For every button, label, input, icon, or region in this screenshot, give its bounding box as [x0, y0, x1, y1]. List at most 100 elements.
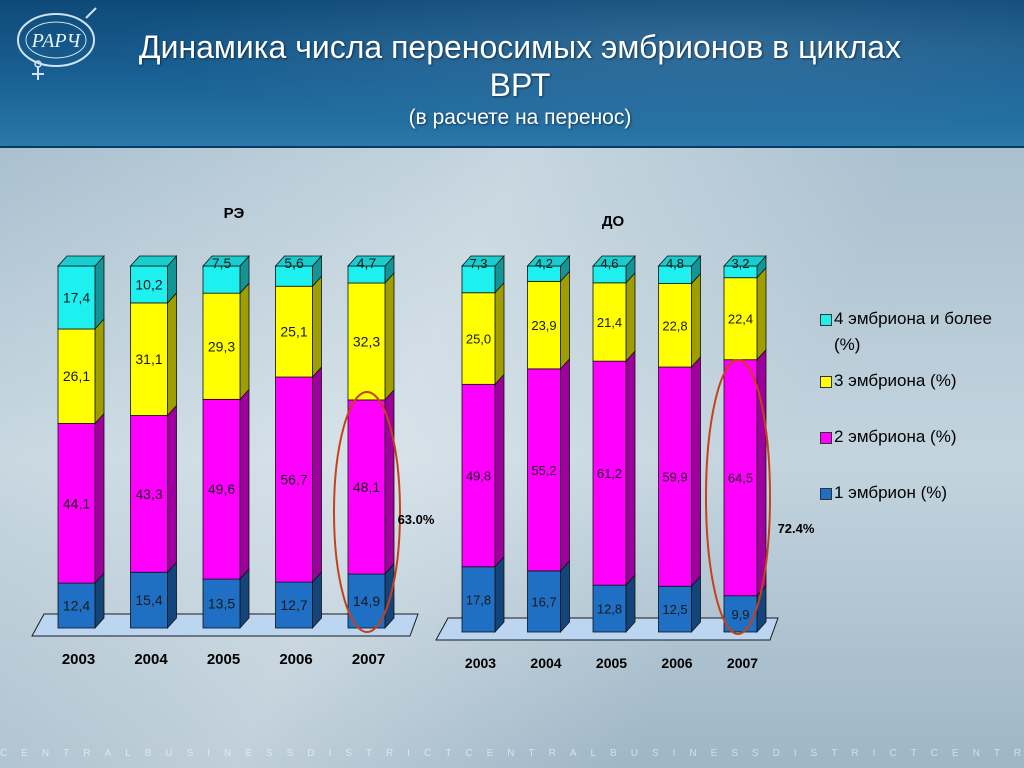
bar-label-re-2003-1: 44,1 — [63, 495, 90, 511]
bar-segment-re-2006-1 — [275, 376, 313, 583]
chart-title-do: ДО — [602, 213, 625, 230]
legend-item-2: 2 эмбриона (%) — [818, 424, 1018, 450]
legend-swatch-1 — [820, 488, 832, 500]
bar-label-do-2004-0: 16,7 — [531, 594, 556, 609]
legend-item-3: 3 эмбриона (%) — [818, 368, 1018, 394]
bar-label-do-2005-1: 61,2 — [597, 466, 622, 481]
bar-segment-re-2004-2 — [130, 302, 168, 416]
bar-segment-re-2006-0 — [275, 581, 313, 629]
bar-side-re-2003-2 — [94, 317, 105, 425]
bar-segment-re-2005-2 — [202, 292, 241, 400]
bar-label-do-2004-1: 55,2 — [531, 463, 556, 478]
rarch-logo: РАРЧ — [17, 7, 97, 80]
year-label-do-2004: 2004 — [530, 655, 561, 671]
bar-segment-do-2007-0 — [723, 595, 758, 633]
bar-label-re-2003-0: 12,4 — [63, 598, 90, 614]
bar-side-re-2006-1 — [312, 365, 322, 584]
bar-label-do-2005-2: 21,4 — [597, 315, 622, 330]
bar-segment-re-2007-1 — [347, 399, 386, 575]
year-label-do-2005: 2005 — [596, 655, 627, 671]
logo-text: РАРЧ — [31, 30, 82, 52]
bar-label-do-2005-3: 4,6 — [600, 256, 618, 271]
bar-label-do-2005-0: 12,8 — [597, 602, 622, 617]
year-label-re-2004: 2004 — [134, 651, 168, 668]
bar-label-re-2004-0: 15,4 — [135, 592, 162, 608]
bar-label-re-2004-1: 43,3 — [135, 486, 162, 502]
bar-label-re-2007-0: 14,9 — [353, 593, 380, 609]
year-label-do-2006: 2006 — [661, 655, 692, 671]
bar-label-do-2007-2: 22,4 — [728, 312, 753, 327]
bar-segment-re-2003-1 — [57, 423, 96, 584]
bar-label-re-2004-3: 10,2 — [135, 276, 162, 292]
year-label-re-2003: 2003 — [62, 651, 95, 668]
bar-top-re-2005 — [202, 255, 250, 267]
bar-label-do-2004-3: 4,2 — [535, 256, 553, 271]
bar-side-re-2007-2 — [384, 271, 395, 401]
bar-label-re-2005-0: 13,5 — [208, 596, 235, 612]
bar-label-do-2003-2: 25,0 — [466, 332, 491, 347]
year-label-re-2006: 2006 — [279, 651, 312, 668]
bar-top-do-2005 — [592, 255, 636, 267]
legend-swatch-2 — [820, 432, 832, 444]
slide-subtitle: (в расчете на перенос) — [408, 106, 632, 129]
bar-side-do-2007-1 — [756, 348, 767, 597]
bar-label-re-2006-2: 25,1 — [280, 324, 307, 340]
bar-label-re-2007-3: 4,7 — [357, 255, 377, 271]
bar-side-do-2003-0 — [494, 555, 505, 634]
bar-segment-do-2003-1 — [461, 383, 496, 568]
legend-label-4plus: 4 эмбриона и более (%) — [834, 309, 992, 354]
bar-side-do-2004-1 — [560, 357, 570, 572]
bar-segment-do-2006-1 — [658, 366, 692, 587]
bar-side-do-2005-1 — [625, 350, 636, 587]
bar-top-re-2006 — [274, 255, 323, 267]
bar-side-re-2007-0 — [384, 563, 395, 630]
bar-segment-re-2005-0 — [202, 578, 241, 629]
bar-label-do-2003-0: 17,8 — [466, 592, 491, 607]
bar-side-re-2005-2 — [239, 282, 250, 401]
bar-side-do-2004-0 — [560, 559, 570, 634]
bar-segment-do-2006-0 — [658, 585, 692, 633]
bar-label-re-2006-1: 56,7 — [280, 472, 307, 488]
header-glow — [0, 0, 1024, 146]
bar-top-do-2006 — [657, 255, 702, 267]
bar-label-do-2003-1: 49,8 — [466, 469, 491, 484]
bar-side-do-2006-2 — [691, 272, 701, 369]
slide-header — [0, 0, 1024, 148]
bar-segment-re-2003-3 — [57, 265, 96, 330]
legend-label-3: 3 эмбриона (%) — [834, 371, 957, 390]
bar-label-do-2003-3: 7,3 — [469, 256, 487, 271]
bar-top-re-2003 — [57, 255, 105, 267]
bar-side-do-2003-2 — [494, 281, 505, 386]
bar-side-re-2003-1 — [94, 412, 105, 585]
annotation-do: 72.4% — [778, 521, 815, 536]
bar-label-do-2007-0: 9,9 — [731, 607, 749, 622]
chart-legend: 4 эмбриона и более (%) 3 эмбриона (%) 2 … — [818, 306, 1018, 506]
bar-label-re-2007-1: 48,1 — [353, 479, 380, 495]
bar-label-re-2006-0: 12,7 — [280, 597, 307, 613]
legend-label-2: 2 эмбриона (%) — [834, 427, 957, 446]
bar-label-re-2007-2: 32,3 — [353, 333, 380, 349]
bar-side-re-2004-1 — [167, 404, 177, 574]
bar-label-do-2006-2: 22,8 — [662, 318, 687, 333]
bar-side-re-2004-2 — [167, 291, 177, 417]
highlight-ellipse-re — [333, 391, 401, 633]
bar-label-do-2007-3: 3,2 — [731, 256, 749, 271]
bar-side-re-2003-3 — [94, 254, 105, 331]
bar-label-re-2005-2: 29,3 — [208, 338, 235, 354]
bar-segment-re-2007-0 — [347, 573, 386, 629]
bar-segment-re-2007-2 — [347, 282, 386, 401]
bar-side-do-2005-2 — [625, 271, 636, 363]
bar-side-re-2004-0 — [167, 561, 177, 630]
bar-label-do-2006-0: 12,5 — [662, 602, 687, 617]
year-label-re-2007: 2007 — [352, 651, 385, 668]
bar-side-re-2006-2 — [312, 275, 322, 379]
bar-top-re-2007 — [347, 255, 395, 267]
bar-segment-do-2003-2 — [461, 292, 496, 385]
bar-label-re-2003-3: 17,4 — [63, 289, 90, 305]
bar-segment-do-2003-0 — [461, 566, 496, 633]
bar-label-re-2006-3: 5,6 — [284, 255, 304, 271]
year-label-do-2003: 2003 — [465, 655, 496, 671]
bar-segment-do-2004-2 — [527, 280, 561, 370]
bar-side-do-2003-1 — [494, 373, 505, 568]
bar-segment-do-2004-0 — [527, 570, 561, 633]
